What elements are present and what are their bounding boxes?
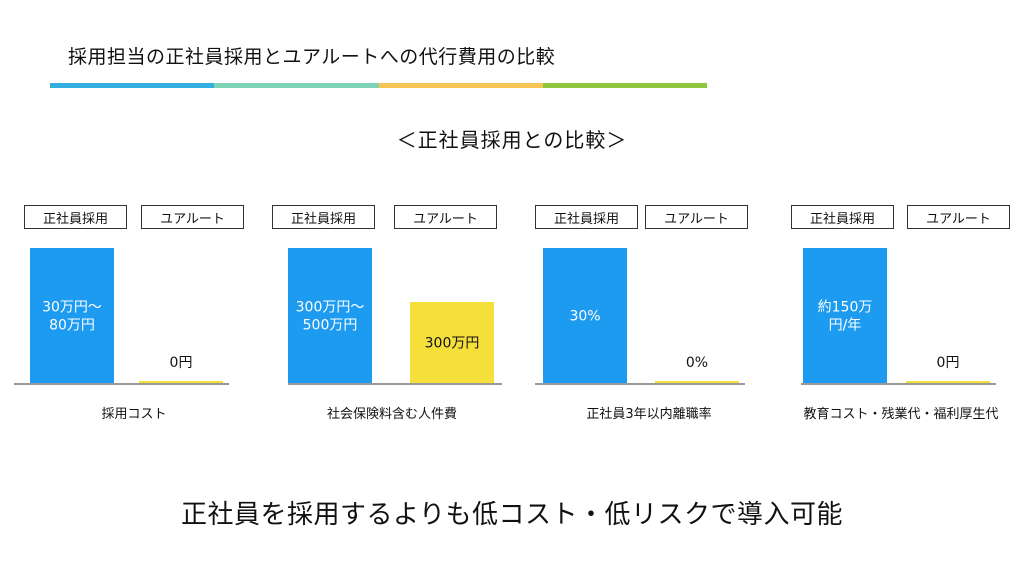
chart-recruit-cost: 正社員採用 ユアルート 30万円～ 80万円 0円 採用コスト <box>14 205 254 422</box>
data-label: 0円 <box>937 355 960 371</box>
bar-yuroot <box>139 381 223 383</box>
section-title: ＜正社員採用との比較＞ <box>396 128 628 152</box>
bar-regular <box>30 248 114 383</box>
footer-message: 正社員を採用するよりも低コスト・低リスクで導入可能 <box>181 500 843 530</box>
data-label: 30% <box>569 309 600 325</box>
chart-plot: 約150万円/年 0円 <box>801 248 996 385</box>
legend-regular: 正社員採用 <box>535 205 638 229</box>
chart-labor-cost: 正社員採用 ユアルート 300万円～ 500万円 300万円 社会保険料含む人件費 <box>272 205 512 422</box>
bar-regular <box>288 248 372 383</box>
bar-yuroot <box>655 381 739 383</box>
chart-plot: 300万円～ 500万円 300万円 <box>288 248 502 385</box>
data-label: 300万円～ 500万円 <box>296 300 365 334</box>
data-label: 約150万円/年 <box>818 300 873 334</box>
bar-yuroot <box>410 302 494 383</box>
accent-segment <box>214 83 379 88</box>
accent-segment <box>378 83 543 88</box>
legend-yuroot: ユアルート <box>394 205 497 229</box>
x-axis-label: 採用コスト <box>101 407 167 422</box>
bar-yuroot <box>906 381 990 383</box>
accent-segment <box>50 83 215 88</box>
legend-yuroot: ユアルート <box>141 205 244 229</box>
chart-plot: 30% 0% <box>535 248 745 385</box>
legend-yuroot: ユアルート <box>907 205 1010 229</box>
data-label: 300万円 <box>425 336 480 352</box>
bar-regular <box>543 248 627 383</box>
data-label: 30万円～ 80万円 <box>42 300 102 334</box>
legend-yuroot: ユアルート <box>645 205 748 229</box>
legend-regular: 正社員採用 <box>24 205 127 229</box>
legend-regular: 正社員採用 <box>272 205 375 229</box>
accent-segment <box>542 83 707 88</box>
data-label: 0円 <box>170 355 193 371</box>
legend-regular: 正社員採用 <box>791 205 894 229</box>
x-axis-label: 正社員3年以内離職率 <box>586 407 712 422</box>
chart-turnover-rate: 正社員採用 ユアルート 30% 0% 正社員3年以内離職率 <box>529 205 769 422</box>
page-title: 採用担当の正社員採用とユアルートへの代行費用の比較 <box>68 46 556 68</box>
x-axis-label: 社会保険料含む人件費 <box>326 407 457 422</box>
accent-bar <box>50 83 707 88</box>
bar-regular <box>803 248 887 383</box>
x-axis-label: 教育コスト・残業代・福利厚生代 <box>803 407 999 422</box>
chart-education-cost: 正社員採用 ユアルート 約150万円/年 0円 教育コスト・残業代・福利厚生代 <box>781 205 1021 422</box>
data-label: 0% <box>686 355 708 371</box>
chart-plot: 30万円～ 80万円 0円 <box>14 248 229 385</box>
